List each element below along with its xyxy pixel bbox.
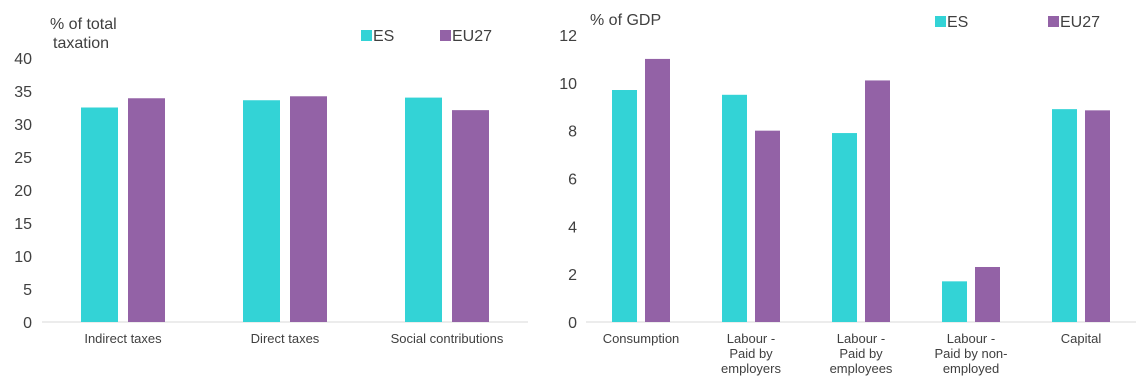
bar-es bbox=[942, 281, 967, 322]
x-category-label: Capital bbox=[1061, 331, 1102, 346]
bar-es bbox=[612, 90, 637, 322]
bar-eu27 bbox=[1085, 110, 1110, 323]
y-tick-label: 12 bbox=[559, 28, 577, 45]
y-tick-label: 20 bbox=[14, 183, 32, 200]
bar-eu27 bbox=[128, 98, 165, 322]
bar-eu27 bbox=[452, 110, 489, 322]
bar-es bbox=[832, 133, 857, 322]
legend-label-eu27: EU27 bbox=[452, 28, 492, 45]
legend-label-es: ES bbox=[373, 28, 394, 45]
x-category-label: Labour -Paid by employees bbox=[830, 331, 893, 376]
legend-swatch-es bbox=[935, 16, 946, 27]
legend-label-eu27: EU27 bbox=[1060, 14, 1100, 31]
x-category-label: Labour -Paid by employers bbox=[721, 331, 781, 376]
bar-eu27 bbox=[865, 80, 890, 322]
x-category-label: Social contributions bbox=[391, 331, 504, 346]
y-axis-label: % of GDP bbox=[590, 12, 661, 29]
legend-label-es: ES bbox=[947, 14, 968, 31]
y-tick-label: 35 bbox=[14, 84, 32, 101]
y-tick-label: 8 bbox=[568, 124, 577, 141]
y-tick-label: 5 bbox=[23, 282, 32, 299]
legend-swatch-eu27 bbox=[440, 30, 451, 41]
y-tick-label: 10 bbox=[559, 76, 577, 93]
bar-es bbox=[405, 97, 442, 322]
y-tick-label: 0 bbox=[23, 315, 32, 332]
x-category-label: Indirect taxes bbox=[84, 331, 162, 346]
y-tick-label: 0 bbox=[568, 315, 577, 332]
x-category-label: Labour -Paid by non-employed bbox=[935, 331, 1008, 376]
x-category-label: Consumption bbox=[603, 331, 680, 346]
y-tick-label: 15 bbox=[14, 216, 32, 233]
legend-swatch-es bbox=[361, 30, 372, 41]
chart-2: % of GDP 0 2 4 6 8 10 12 ES EU27 Consumption Labour… bbox=[559, 12, 1136, 376]
bar-eu27 bbox=[755, 130, 780, 322]
y-tick-label: 2 bbox=[568, 267, 577, 284]
y-tick-label: 4 bbox=[568, 219, 577, 236]
y-tick-label: 30 bbox=[14, 117, 32, 134]
y-tick-label: 40 bbox=[14, 51, 32, 68]
y-tick-label: 10 bbox=[14, 249, 32, 266]
legend-swatch-eu27 bbox=[1048, 16, 1059, 27]
bar-eu27 bbox=[975, 266, 1000, 322]
y-tick-label: 25 bbox=[14, 150, 32, 167]
chart-1: % of total taxation 0 5 10 15 20 25 30 35 40 ES EU27… bbox=[14, 16, 528, 346]
x-category-label: Direct taxes bbox=[251, 331, 320, 346]
bar-eu27 bbox=[645, 58, 670, 323]
bar-es bbox=[1052, 109, 1077, 323]
bar-es bbox=[81, 107, 118, 322]
bar-eu27 bbox=[290, 96, 327, 322]
y-axis-label: % of total taxation bbox=[50, 16, 117, 52]
bar-es bbox=[243, 100, 280, 323]
y-tick-label: 6 bbox=[568, 172, 577, 189]
bar-es bbox=[722, 94, 747, 323]
